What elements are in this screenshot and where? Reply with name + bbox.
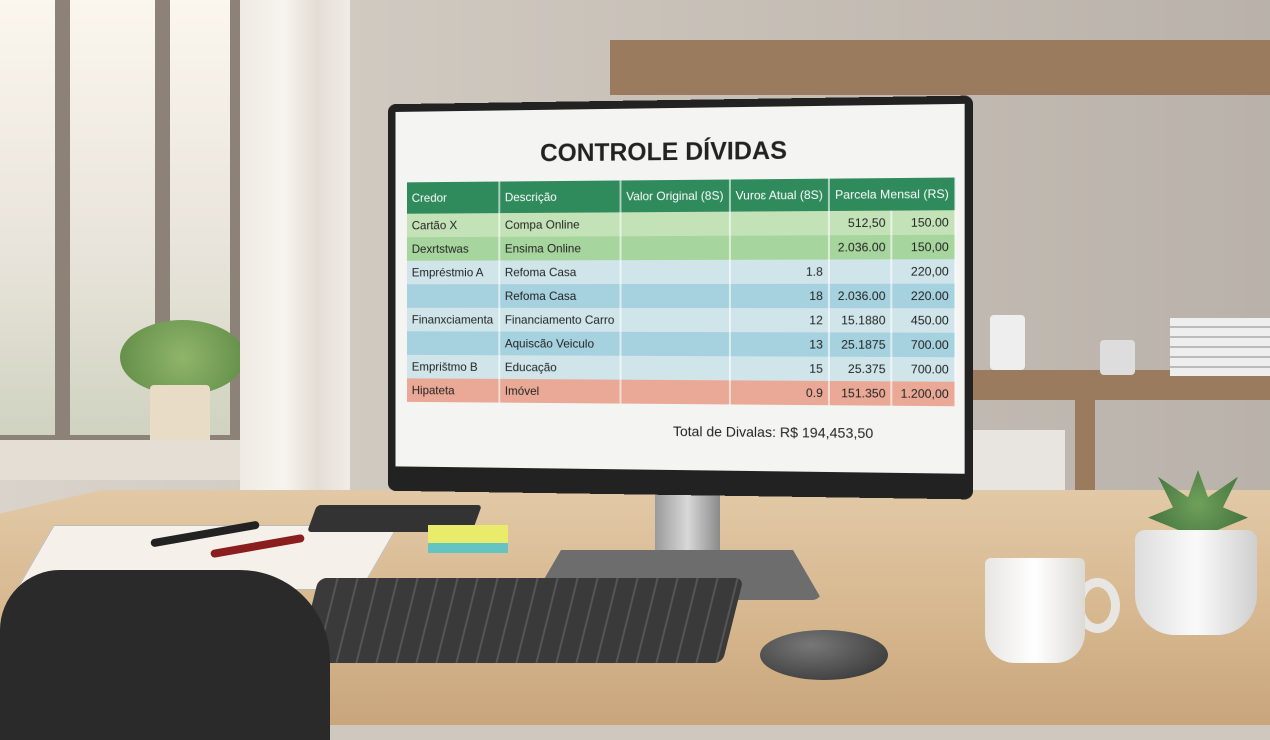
table-row: Aquiscão Veiculo 13 25.1875 700.00 [407, 331, 955, 357]
succulent-pot [1135, 530, 1257, 635]
cell-valor_original [620, 212, 729, 237]
cell-atual [730, 235, 829, 260]
cell-descricao: Refoma Casa [499, 260, 620, 284]
debt-table: Credor Descrição Valor Original (8S) Vur… [407, 178, 956, 407]
cell-valor_original [620, 356, 729, 381]
table-row: Empréstmio A Refoma Casa 1.8 220,00 [407, 259, 955, 284]
col-credor: Credor [407, 182, 499, 214]
cell-parcela: 25.375 [829, 357, 892, 382]
table-row: Hipateta Imóvel 0.9 151.350 1.200,00 [407, 378, 955, 406]
office-chair [0, 570, 330, 740]
cell-atual: 12 [730, 308, 829, 332]
cell-valor_original [620, 332, 729, 356]
cell-valor_original [620, 236, 729, 260]
col-descricao: Descrição [499, 180, 620, 213]
cell-parcela [829, 259, 892, 283]
cell-credor: Hipateta [407, 378, 499, 402]
table-row: Cartão X Compa Online 512,50 150.00 [407, 210, 955, 237]
cell-atual: 15 [730, 356, 829, 381]
cell-parcela: 25.1875 [829, 332, 892, 357]
cell-credor: Cartão X [407, 213, 499, 237]
cell-credor [407, 331, 499, 355]
small-pot [1100, 340, 1135, 375]
small-pot [990, 315, 1025, 370]
wall-shelf [610, 40, 1270, 95]
table-row: Refoma Casa 18 2.036.00 220.00 [407, 284, 955, 309]
cell-extra: 220.00 [892, 284, 955, 309]
spreadsheet-title: CONTROLE DÍVIDAS [540, 137, 787, 169]
table-row: Finanxciamenta Financiamento Carro 12 15.18… [407, 308, 955, 333]
cell-extra: 1.200,00 [892, 381, 955, 406]
total-debts: Total de Divalas: R$ 194,453,50 [673, 423, 873, 441]
cell-extra: 450.00 [892, 308, 955, 333]
cell-valor_original [620, 308, 729, 332]
table-header: Credor Descrição Valor Original (8S) Vur… [407, 178, 955, 214]
cell-descricao: Compa Online [499, 212, 620, 236]
monitor-screen: CONTROLE DÍVIDAS Credor Descrição Valor … [396, 104, 965, 474]
table-row: Emprištmo B Educação 15 25.375 700.00 [407, 355, 955, 382]
cell-credor: Empréstmio A [407, 260, 499, 284]
cell-descricao: Ensima Online [499, 236, 620, 260]
cell-valor_original [620, 260, 729, 284]
cell-extra: 700.00 [892, 333, 955, 358]
sticky-notes [428, 525, 508, 553]
cell-valor_original [620, 380, 729, 405]
cell-parcela: 2.036.00 [829, 284, 892, 308]
cell-atual: 18 [730, 284, 829, 308]
cell-atual: 0.9 [730, 380, 829, 405]
col-parcela: Parcela Mensal (RS) [829, 178, 955, 211]
book-stack [1170, 318, 1270, 376]
monitor: CONTROLE DÍVIDAS Credor Descrição Valor … [388, 96, 973, 500]
cell-descricao: Educação [499, 355, 620, 379]
cell-atual: 1.8 [730, 260, 829, 284]
cell-descricao: Aquiscão Veiculo [499, 332, 620, 356]
curtain [240, 0, 350, 500]
cell-parcela: 15.1880 [829, 308, 892, 332]
cell-atual [730, 211, 829, 236]
plant-leaves [120, 320, 245, 395]
cell-extra: 150.00 [892, 210, 955, 235]
cell-parcela: 2.036.00 [829, 235, 892, 260]
cell-extra: 700.00 [892, 357, 955, 382]
cell-parcela: 151.350 [829, 381, 892, 406]
cell-credor: Finanxciamenta [407, 308, 499, 332]
cell-credor: Emprištmo B [407, 355, 499, 379]
coffee-mug [985, 558, 1085, 663]
cell-parcela: 512,50 [829, 211, 892, 236]
col-valor-atual: Vuroɛ Atual (8S) [730, 179, 829, 212]
cell-descricao: Financiamento Carro [499, 308, 620, 332]
mouse [760, 630, 888, 680]
keyboard [297, 578, 743, 663]
cell-valor_original [620, 284, 729, 308]
col-valor-original: Valor Original (8S) [620, 180, 729, 213]
window-sill [0, 440, 280, 480]
storage-box [965, 430, 1065, 490]
cell-credor: Dexrtstwas [407, 237, 499, 261]
table-row: Dexrtstwas Ensima Online 2.036.00 150,00 [407, 235, 955, 261]
cell-credor [407, 284, 499, 308]
cell-extra: 220,00 [892, 259, 955, 284]
cell-atual: 13 [730, 332, 829, 357]
cell-descricao: Imóvel [499, 379, 620, 404]
cell-descricao: Refoma Casa [499, 284, 620, 308]
cell-extra: 150,00 [892, 235, 955, 260]
